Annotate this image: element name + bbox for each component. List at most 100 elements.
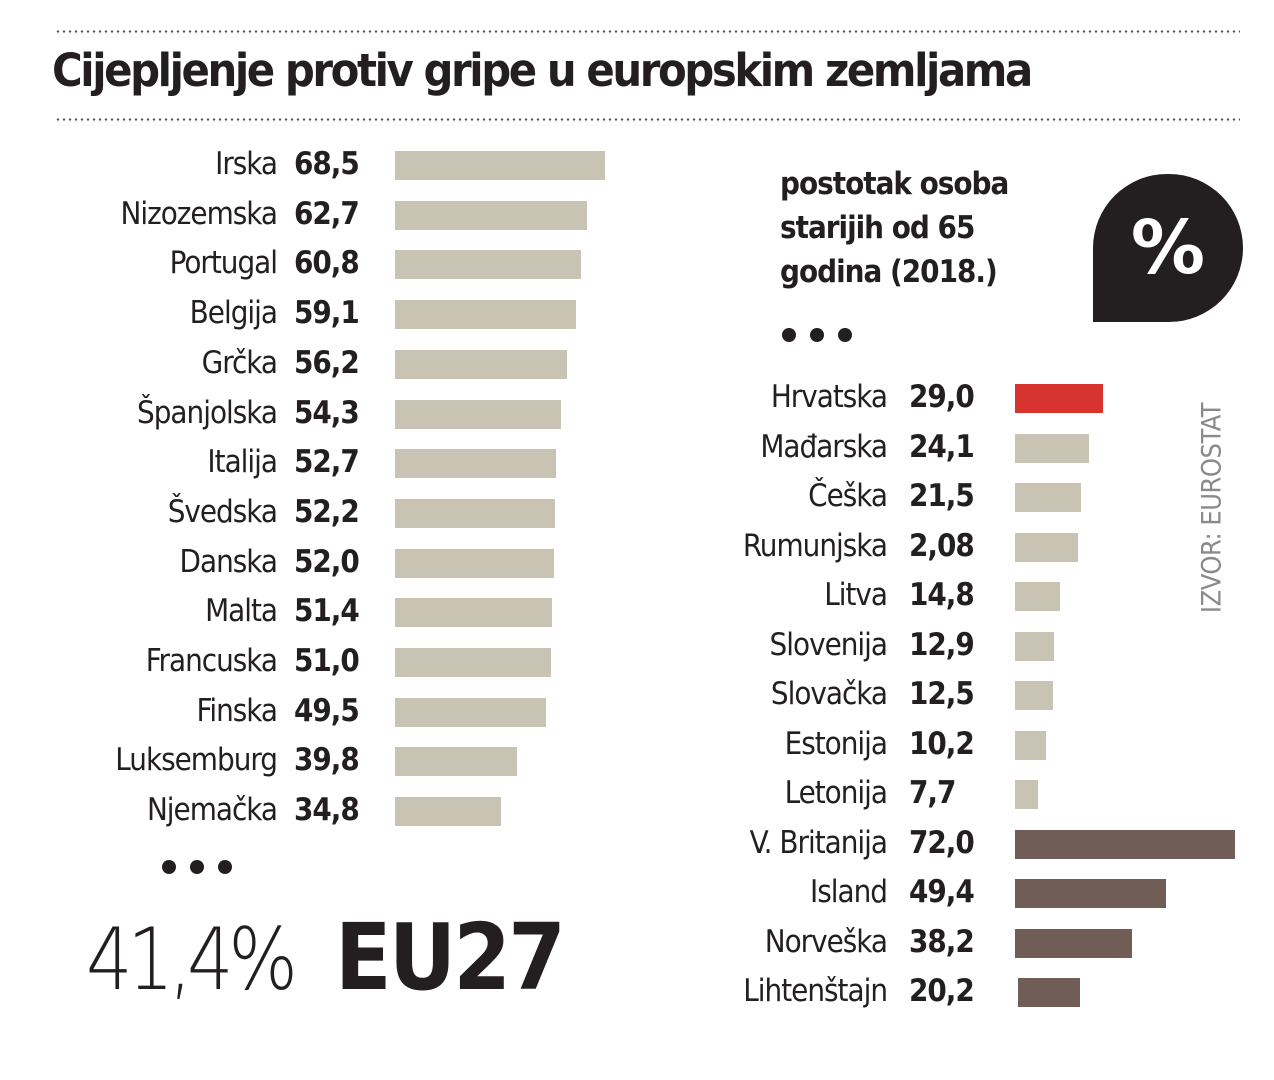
bar-non-eu xyxy=(1015,928,1132,958)
chart-title: Cijepljenje protiv gripe u europskim zem… xyxy=(52,44,1033,97)
dot xyxy=(782,328,796,342)
value-label: 62,7 xyxy=(294,195,360,232)
country-label: Slovačka xyxy=(770,676,888,712)
bar-eu xyxy=(395,498,555,528)
bar-non-eu xyxy=(1018,978,1080,1007)
top-divider xyxy=(55,30,1240,33)
bar-eu xyxy=(1015,483,1081,512)
value-label: 21,5 xyxy=(909,478,975,514)
country-label: Norveška xyxy=(764,923,888,960)
value-label: 49,5 xyxy=(294,692,360,729)
country-label: Malta xyxy=(205,593,278,630)
country-label: Slovenija xyxy=(769,626,888,663)
bar-eu xyxy=(1015,582,1060,611)
value-label: 54,3 xyxy=(294,394,360,431)
bar-eu xyxy=(1015,631,1054,661)
value-label: 10,2 xyxy=(909,725,975,762)
value-label: 12,9 xyxy=(909,626,975,663)
country-label: Njemačka xyxy=(146,792,278,829)
country-label: Italija xyxy=(207,444,278,481)
bar-eu xyxy=(395,250,581,280)
country-label: Rumunjska xyxy=(742,527,888,564)
country-label: Nizozemska xyxy=(120,195,278,232)
title-divider xyxy=(55,118,1240,121)
eu27-label: EU27 xyxy=(335,904,566,1011)
bar-eu xyxy=(1015,433,1089,463)
country-label: Hrvatska xyxy=(770,379,888,415)
value-label: 52,0 xyxy=(294,543,360,580)
bar-eu xyxy=(395,151,605,180)
value-label: 68,5 xyxy=(294,146,360,182)
country-label: Estonija xyxy=(784,725,888,762)
subtitle-line: postotak osoba xyxy=(780,166,1009,202)
country-label: Island xyxy=(810,874,888,910)
dot xyxy=(810,328,824,342)
dot xyxy=(190,860,204,874)
dot xyxy=(218,860,232,874)
country-label: Litva xyxy=(824,577,888,613)
value-label: 51,4 xyxy=(294,593,360,630)
bar-eu xyxy=(1015,780,1038,809)
country-label: Mađarska xyxy=(760,428,888,465)
bar-eu xyxy=(395,449,556,479)
country-label: V. Britanija xyxy=(749,824,888,861)
bar-highlight xyxy=(1015,384,1103,413)
value-label: 20,2 xyxy=(909,973,975,1009)
left-ellipsis xyxy=(162,860,232,874)
value-label: 29,0 xyxy=(909,379,975,415)
value-label: 12,5 xyxy=(909,676,975,712)
chart-subtitle: postotak osoba starijih od 65 godina (20… xyxy=(780,162,1009,294)
bar-eu xyxy=(1015,681,1053,710)
bar-eu xyxy=(395,200,587,230)
country-label: Finska xyxy=(196,692,278,729)
country-label: Danska xyxy=(179,543,278,580)
country-label: Španjolska xyxy=(137,394,278,431)
value-label: 24,1 xyxy=(909,428,975,465)
country-label: Češka xyxy=(808,478,888,514)
value-label: 34,8 xyxy=(294,792,360,829)
value-label: 52,7 xyxy=(294,444,360,481)
bar-eu xyxy=(395,300,576,330)
country-label: Luksemburg xyxy=(115,742,278,779)
source-text: IZVOR: EUROSTAT xyxy=(1196,402,1228,614)
country-label: Francuska xyxy=(145,643,278,679)
bar-eu xyxy=(395,399,561,429)
bar-eu xyxy=(395,648,551,677)
bar-eu xyxy=(395,349,567,379)
value-label: 72,0 xyxy=(909,824,975,861)
bar-eu xyxy=(1015,730,1046,760)
country-label: Grčka xyxy=(201,344,278,381)
bar-eu xyxy=(1015,532,1078,562)
value-label: 14,8 xyxy=(909,577,975,613)
value-label: 7,7 xyxy=(909,775,956,811)
value-label: 51,0 xyxy=(294,643,360,679)
dot xyxy=(162,860,176,874)
country-label: Švedska xyxy=(167,493,278,530)
value-label: 49,4 xyxy=(909,874,975,910)
country-label: Letonija xyxy=(784,775,888,811)
country-label: Irska xyxy=(215,146,278,182)
subtitle-line: godina (2018.) xyxy=(780,254,998,290)
bar-non-eu xyxy=(1015,879,1166,908)
bar-eu xyxy=(395,598,552,628)
subtitle-line: starijih od 65 xyxy=(780,210,975,246)
bar-eu xyxy=(395,697,546,727)
bar-eu xyxy=(395,747,517,777)
percent-icon: % xyxy=(1130,205,1206,291)
percent-badge: % xyxy=(1093,174,1243,322)
source-note: IZVOR: EUROSTAT xyxy=(1196,383,1228,633)
eu27-average-value: 41,4% xyxy=(86,910,298,1010)
country-label: Portugal xyxy=(169,245,278,282)
value-label: 59,1 xyxy=(294,295,360,332)
bar-eu xyxy=(395,548,554,578)
country-label: Lihtenštajn xyxy=(743,973,888,1009)
bar-eu xyxy=(395,797,501,827)
value-label: 39,8 xyxy=(294,742,360,779)
value-label: 56,2 xyxy=(294,344,360,381)
bar-non-eu xyxy=(1015,829,1235,859)
country-label: Belgija xyxy=(189,295,278,332)
value-label: 38,2 xyxy=(909,923,975,960)
value-label: 52,2 xyxy=(294,493,360,530)
right-ellipsis xyxy=(782,328,852,342)
dot xyxy=(838,328,852,342)
